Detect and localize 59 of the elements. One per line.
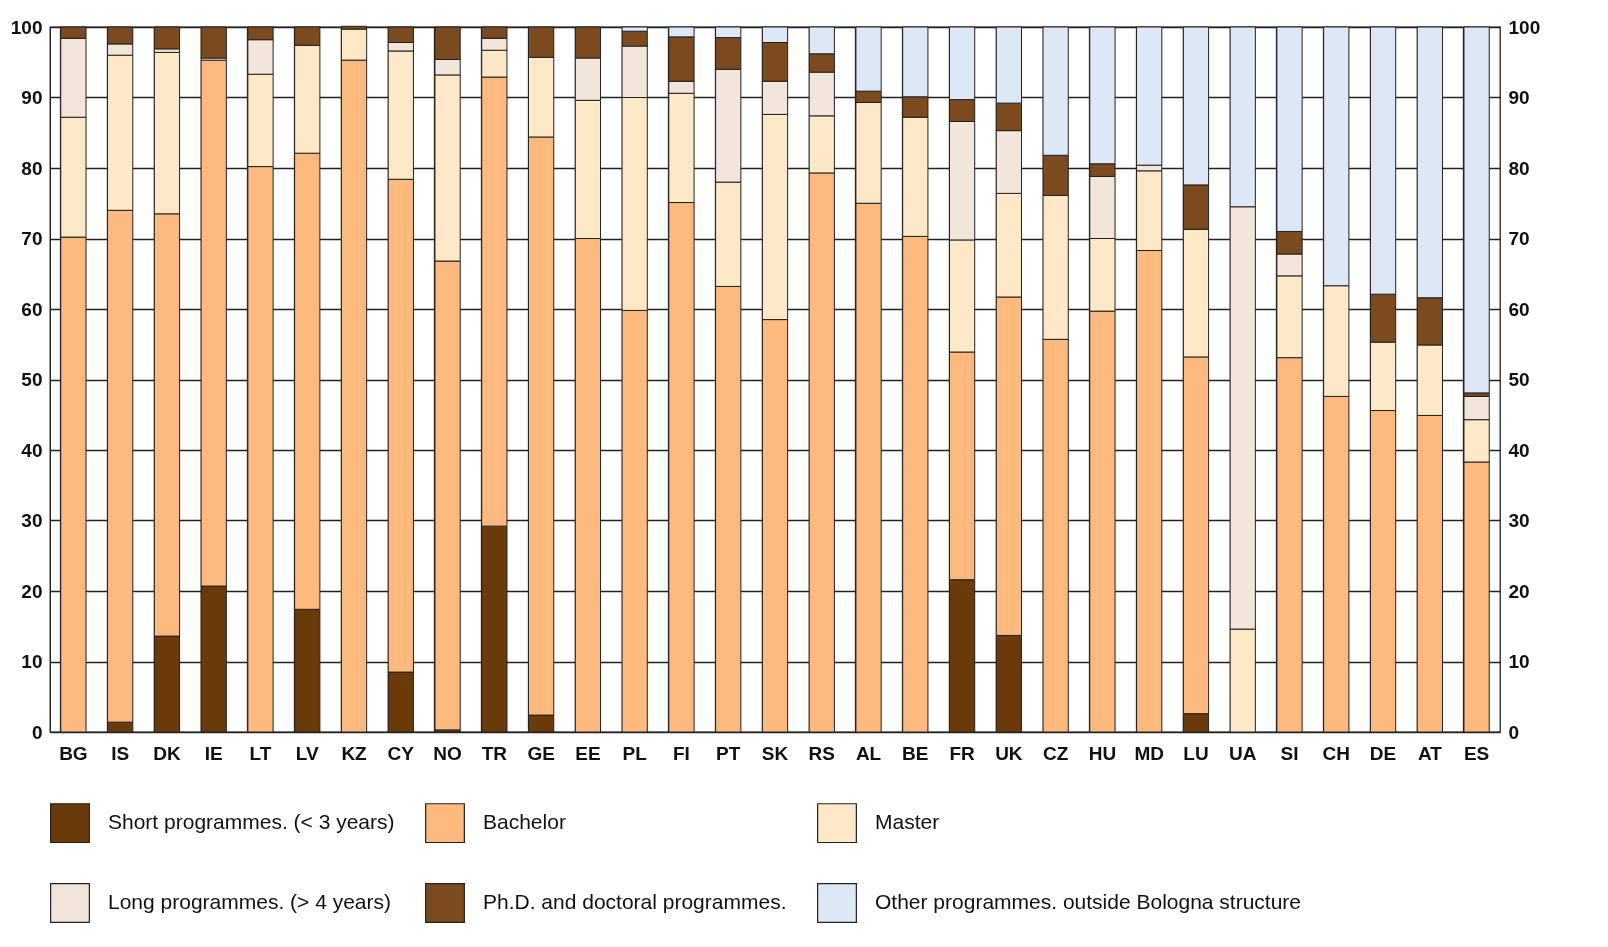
y2-tick-label: 80 <box>1508 157 1530 179</box>
x-tick-label: SK <box>761 742 789 764</box>
y2-tick-label: 40 <box>1508 439 1530 461</box>
x-tick-label: PT <box>716 742 741 764</box>
y2-tick-label: 50 <box>1508 369 1530 390</box>
x-tick-label: FI <box>673 742 690 764</box>
x-tick-label: BE <box>902 742 929 764</box>
x-tick-label: HU <box>1088 742 1117 764</box>
y2-tick-label: 10 <box>1508 651 1530 672</box>
y2-tick-label: 30 <box>1508 510 1530 531</box>
x-tick-label: AT <box>1417 742 1443 764</box>
x-tick-label: DK <box>153 742 181 764</box>
y2-tick-label: 70 <box>1508 228 1530 249</box>
x-tick-label: KZ <box>341 742 368 764</box>
y-tick-label: 100 <box>10 16 43 38</box>
y-tick-label: 90 <box>21 87 43 108</box>
y-tick-label: 40 <box>21 439 43 461</box>
y-tick-label: 70 <box>21 228 43 249</box>
x-tick-label: BG <box>59 742 88 764</box>
x-tick-label: AL <box>855 742 882 764</box>
y-tick-label: 0 <box>31 721 43 743</box>
x-tick-label: EE <box>575 742 601 764</box>
x-tick-label: IE <box>204 742 223 764</box>
x-tick-label: TR <box>481 742 508 764</box>
x-tick-label: LU <box>1183 742 1209 764</box>
x-tick-label: FR <box>949 742 976 764</box>
legend-label: Bachelor <box>483 810 566 834</box>
legend-label: Short programmes. (< 3 years) <box>108 810 395 834</box>
y2-tick-label: 100 <box>1508 16 1541 38</box>
x-tick-label: MD <box>1134 742 1164 764</box>
x-tick-label: RS <box>808 742 835 764</box>
y2-tick-label: 60 <box>1508 298 1530 320</box>
legend-label: Other programmes. outside Bologna structure <box>875 890 1302 913</box>
x-tick-label: IS <box>111 742 130 764</box>
y2-tick-label: 0 <box>1508 721 1520 743</box>
y-tick-label: 20 <box>21 580 43 602</box>
x-tick-label: DE <box>1369 742 1397 764</box>
x-tick-label: UA <box>1229 742 1257 764</box>
x-tick-label: NO <box>433 742 462 764</box>
x-tick-label: PL <box>622 742 648 764</box>
y-tick-label: 60 <box>21 298 43 320</box>
x-tick-label: ES <box>1463 742 1490 764</box>
y2-tick-label: 90 <box>1508 87 1530 108</box>
y2-tick-label: 20 <box>1508 580 1530 602</box>
x-tick-label: CH <box>1322 742 1351 764</box>
y-tick-label: 50 <box>21 369 43 390</box>
y-tick-label: 10 <box>21 651 43 672</box>
y-tick-label: 80 <box>21 157 43 179</box>
x-tick-label: GE <box>527 742 555 764</box>
legend-label: Master <box>875 810 940 834</box>
y-tick-label: 30 <box>21 510 43 531</box>
x-tick-label: UK <box>995 742 1023 764</box>
x-tick-label: CY <box>387 742 415 764</box>
legend-label: Long programmes. (> 4 years) <box>108 890 392 913</box>
x-tick-label: LT <box>249 742 272 764</box>
legend-label: Ph.D. and doctoral programmes. <box>483 890 787 913</box>
x-tick-label: LV <box>295 742 320 764</box>
x-tick-label: CZ <box>1042 742 1069 764</box>
x-tick-label: SI <box>1280 742 1299 764</box>
